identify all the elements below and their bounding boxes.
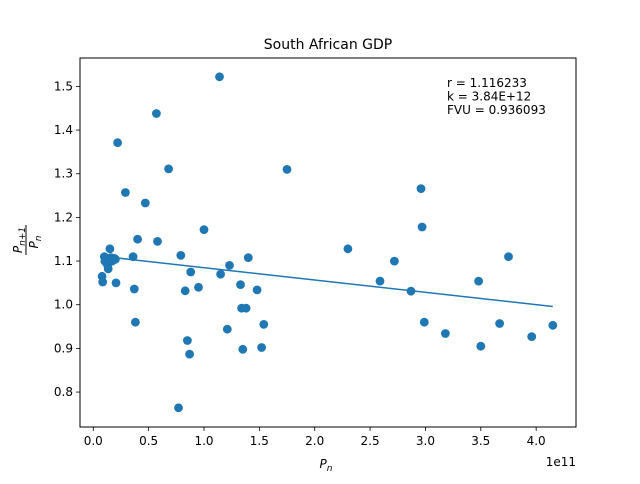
y-tick-label: 0.8 — [54, 385, 73, 399]
data-point — [236, 280, 245, 289]
plot-area — [97, 72, 558, 413]
data-point — [194, 282, 203, 292]
data-point — [474, 276, 483, 286]
data-point — [495, 319, 504, 328]
data-point — [259, 320, 269, 329]
data-point — [113, 138, 122, 148]
y-tick-label: 1.2 — [54, 210, 73, 224]
x-tick-label: 4.0 — [527, 434, 546, 448]
annotation-line: FVU = 0.936093 — [447, 103, 546, 117]
data-point — [222, 324, 232, 334]
data-point — [129, 284, 139, 294]
plot-frame — [79, 57, 577, 428]
data-point — [282, 165, 292, 174]
data-point — [98, 277, 108, 287]
data-point — [390, 256, 399, 266]
data-point — [174, 403, 183, 413]
data-point — [527, 332, 537, 341]
data-point — [375, 276, 385, 286]
y-tick-label: 1.0 — [54, 298, 73, 312]
data-point — [131, 317, 140, 327]
data-point — [152, 109, 161, 118]
data-point — [476, 341, 486, 351]
data-point — [133, 234, 143, 244]
data-point — [215, 72, 224, 82]
x-tick-label: 1.0 — [194, 434, 213, 448]
x-tick-label: 0.0 — [84, 434, 103, 448]
data-point — [241, 303, 251, 313]
data-point — [105, 244, 115, 254]
data-point — [183, 336, 192, 345]
data-point — [121, 188, 130, 197]
data-point — [199, 225, 209, 235]
x-tick-label: 2.0 — [305, 434, 324, 448]
x-tick-label: 3.0 — [416, 434, 435, 448]
data-point — [185, 349, 195, 359]
data-point — [416, 184, 426, 194]
data-point — [548, 320, 558, 330]
data-point — [417, 222, 427, 232]
data-point — [441, 329, 450, 338]
y-tick-label: 1.4 — [54, 123, 73, 137]
x-tick-label: 1.5 — [250, 434, 269, 448]
annotation-line: k = 3.84E+12 — [447, 90, 531, 104]
x-tick-label: 0.5 — [139, 434, 158, 448]
data-point — [186, 267, 196, 277]
data-point — [103, 264, 113, 274]
data-point — [504, 252, 513, 262]
fit-line — [102, 255, 553, 308]
data-point — [153, 237, 162, 246]
data-point — [243, 253, 253, 262]
data-point — [140, 198, 150, 208]
data-point — [419, 317, 429, 327]
data-point — [176, 251, 186, 260]
data-point — [111, 254, 120, 264]
data-point — [343, 244, 353, 254]
data-point — [216, 269, 226, 279]
annotation-line: r = 1.116233 — [447, 76, 527, 90]
data-point — [225, 261, 234, 270]
x-offset-label: 1e11 — [546, 455, 576, 469]
data-point — [164, 164, 174, 174]
y-tick-label: 1.1 — [54, 254, 73, 268]
chart-title: South African GDP — [264, 37, 392, 53]
x-tick-label: 2.5 — [361, 434, 380, 448]
data-point — [111, 278, 121, 288]
x-tick-label: 3.5 — [471, 434, 490, 448]
x-axis-ticks: 0.0 0.5 1.0 1.5 2.0 2.5 3.0 3.5 4.0 — [84, 427, 546, 448]
data-point — [180, 286, 190, 296]
y-tick-label: 1.3 — [54, 167, 73, 181]
data-point — [257, 343, 266, 352]
y-tick-label: 1.5 — [54, 79, 73, 93]
data-point — [252, 285, 262, 295]
y-axis-ticks: 0.8 0.9 1.0 1.1 1.2 1.3 1.4 1.5 — [54, 79, 80, 399]
data-point — [238, 344, 248, 354]
y-tick-label: 0.9 — [54, 341, 73, 355]
